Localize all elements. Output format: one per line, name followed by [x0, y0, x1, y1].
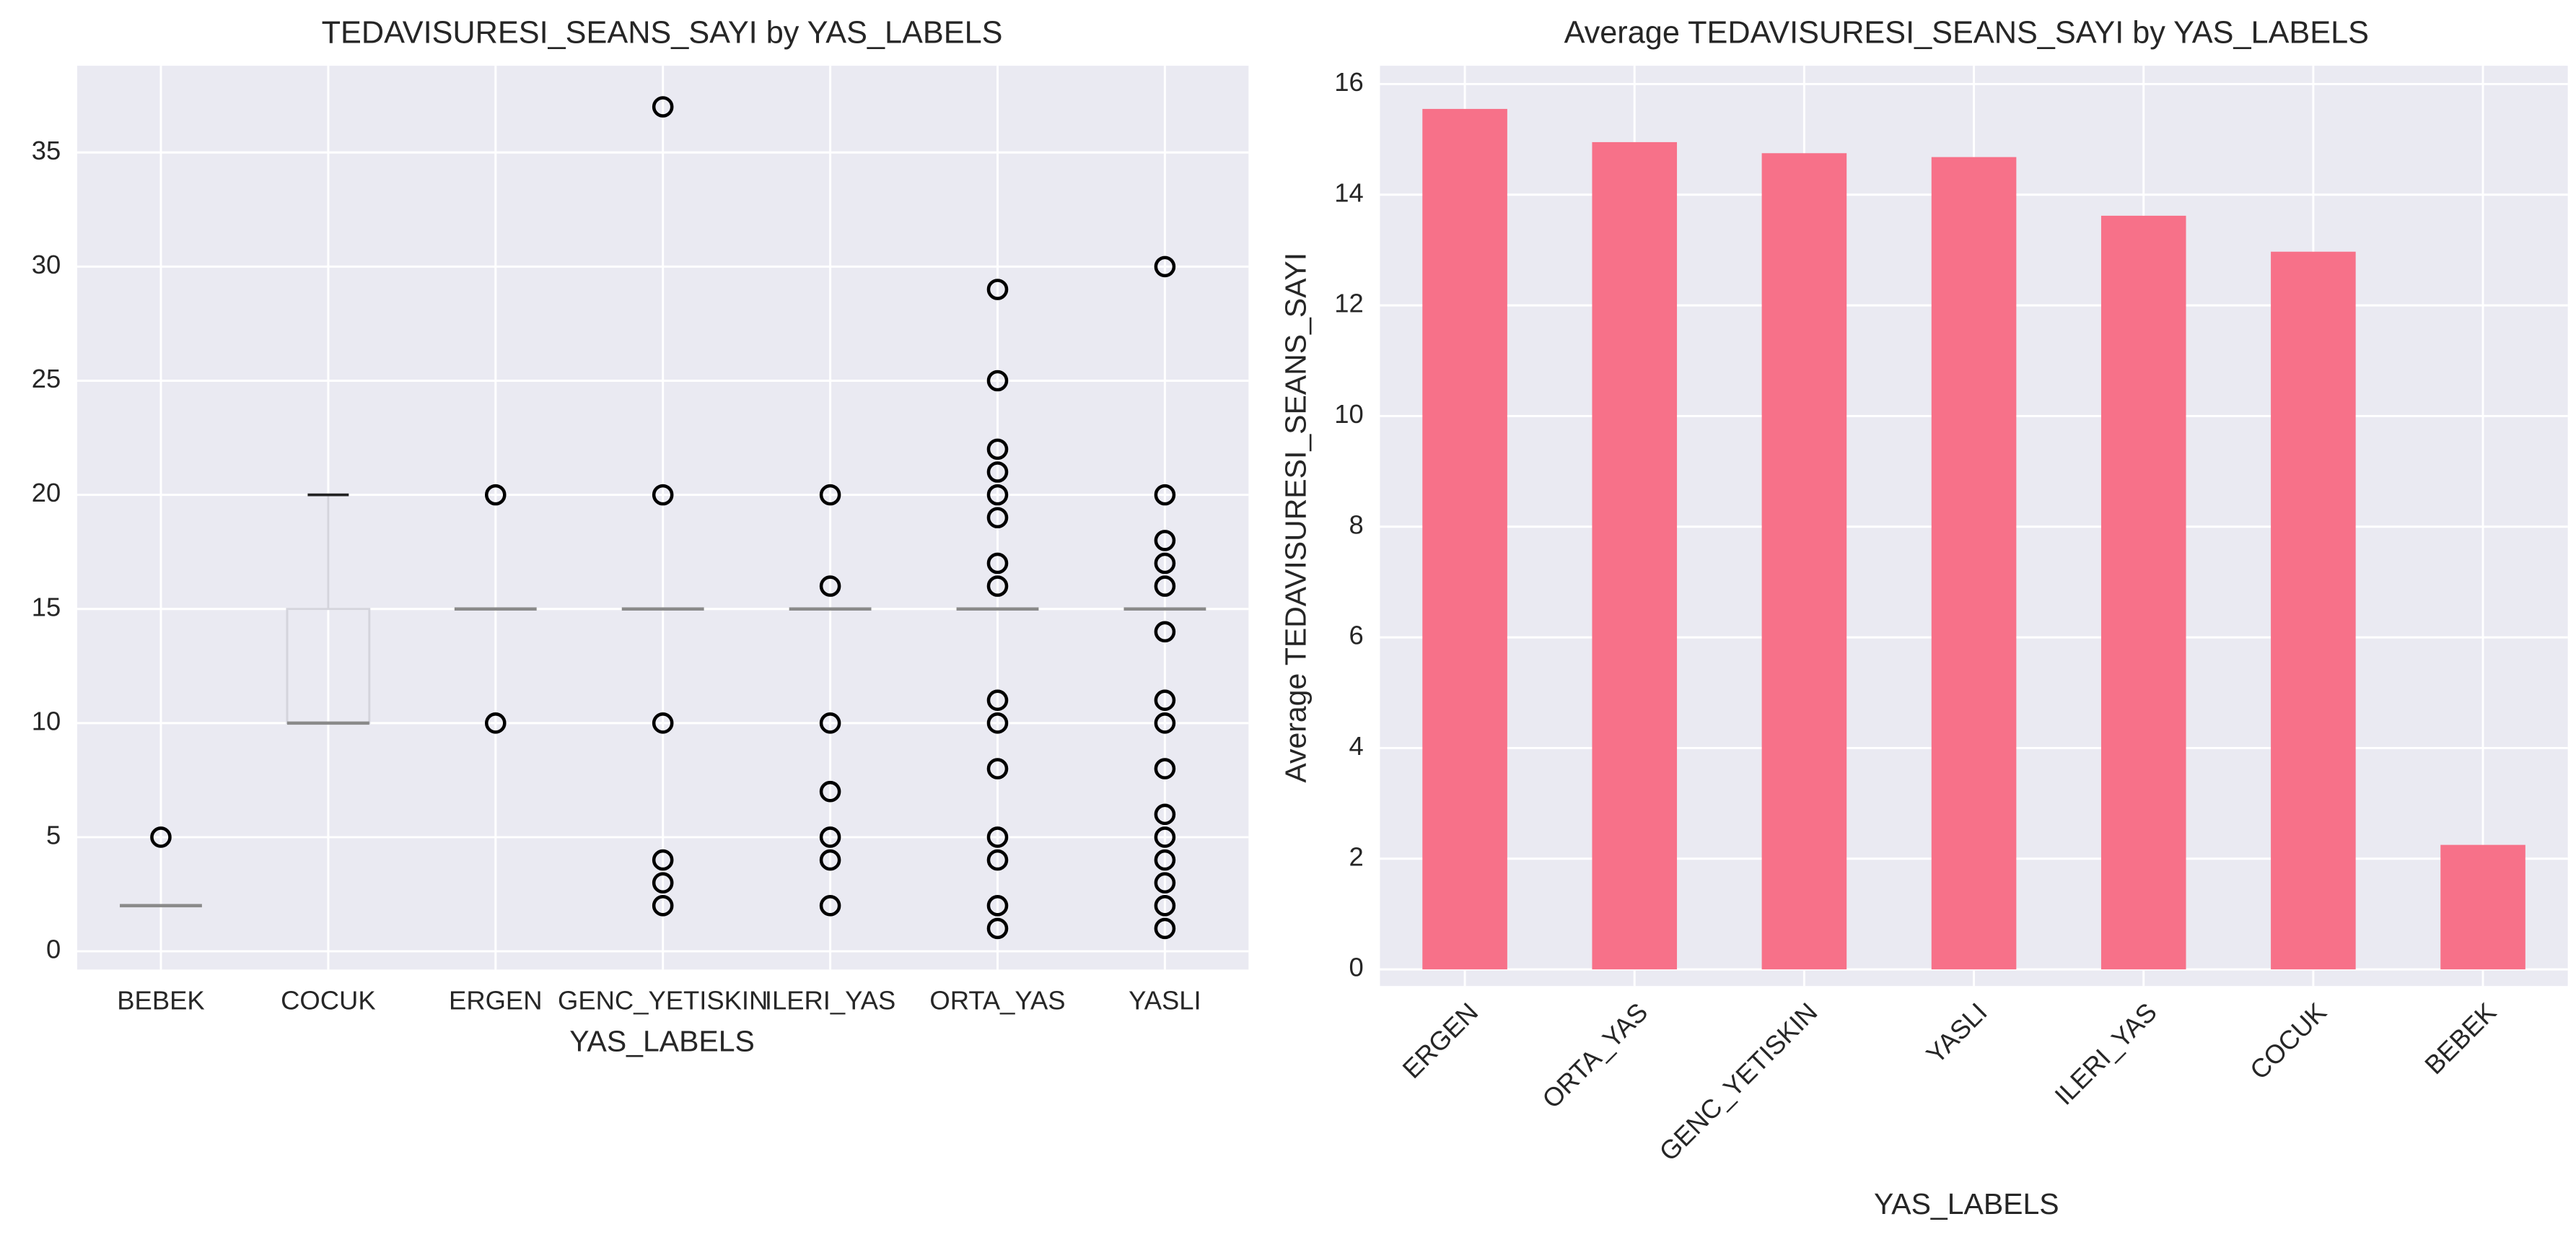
x-axis-label: YAS_LABELS [1874, 1187, 2059, 1220]
y-tick-label: 20 [32, 478, 61, 507]
x-tick-label: ILERI_YAS [765, 986, 895, 1015]
x-tick-label: BEBEK [2419, 997, 2502, 1080]
x-tick-label: YASLI [1129, 986, 1201, 1015]
outlier [819, 484, 841, 506]
x-tick-label: ORTA_YAS [929, 986, 1065, 1015]
y-tick-label: 35 [32, 136, 61, 165]
bar [2100, 215, 2186, 970]
y-tick-label: 4 [1349, 731, 1363, 761]
outlier [986, 849, 1009, 871]
outlier [652, 96, 674, 118]
outlier [986, 507, 1009, 529]
outlier [1154, 689, 1176, 712]
y-tick-label: 10 [32, 706, 61, 735]
outlier [986, 279, 1009, 300]
y-tick-label: 25 [32, 364, 61, 393]
x-tick-label: ERGEN [1397, 997, 1484, 1084]
outlier [150, 826, 172, 848]
outlier [1154, 255, 1176, 278]
x-tick-label: ERGEN [449, 986, 542, 1015]
bar [1761, 153, 1847, 970]
outlier [986, 712, 1009, 734]
x-tick-label: COCUK [281, 986, 375, 1015]
y-tick-label: 14 [1334, 178, 1364, 207]
outlier [986, 484, 1009, 506]
outlier [819, 849, 841, 871]
y-tick-label: 10 [1334, 399, 1364, 429]
outlier [986, 758, 1009, 779]
outlier [1154, 575, 1176, 597]
outlier [652, 849, 674, 871]
outlier [819, 575, 841, 597]
y-tick-label: 2 [1349, 842, 1363, 871]
x-tick-label: YASLI [1921, 997, 1993, 1069]
y-tick-label: 0 [46, 935, 61, 964]
outlier [1154, 621, 1176, 643]
outlier [986, 438, 1009, 460]
x-tick-label: GENC_YETISKIN [558, 986, 768, 1015]
outlier [986, 461, 1009, 483]
outlier [1154, 484, 1176, 506]
x-tick-label: GENC_YETISKIN [1654, 997, 1823, 1166]
outlier [986, 895, 1009, 917]
outlier [819, 780, 841, 803]
x-tick-label: COCUK [2244, 997, 2332, 1085]
outlier [819, 895, 841, 917]
outlier [986, 917, 1009, 940]
y-axis-label: Average TEDAVISURESI_SEANS_SAYI [1279, 253, 1312, 783]
x-axis-label: YAS_LABELS [569, 1025, 755, 1058]
outlier [1154, 712, 1176, 734]
outlier [652, 895, 674, 917]
outlier [1154, 849, 1176, 871]
y-tick-label: 5 [46, 821, 61, 850]
y-tick-label: 6 [1349, 621, 1363, 650]
bar [1422, 108, 1507, 970]
y-tick-label: 0 [1349, 953, 1363, 982]
outlier [484, 712, 507, 734]
y-tick-label: 16 [1334, 67, 1364, 97]
outlier [484, 484, 507, 506]
bar [2440, 844, 2525, 970]
outlier [1154, 803, 1176, 826]
outlier [1154, 530, 1176, 551]
x-tick-label: ILERI_YAS [2049, 997, 2163, 1110]
bar [1592, 141, 1678, 970]
outlier [1154, 552, 1176, 575]
outlier [1154, 895, 1176, 917]
outlier [1154, 872, 1176, 894]
bar [2271, 251, 2356, 970]
chart-title: TEDAVISURESI_SEANS_SAYI by YAS_LABELS [322, 15, 1003, 50]
outlier [1154, 917, 1176, 940]
outlier [652, 484, 674, 506]
x-tick-label: ORTA_YAS [1536, 997, 1653, 1114]
chart-title: Average TEDAVISURESI_SEANS_SAYI by YAS_L… [1564, 15, 2369, 50]
outlier [986, 689, 1009, 712]
y-tick-label: 15 [32, 592, 61, 621]
outlier [819, 826, 841, 848]
x-tick-label: BEBEK [117, 986, 204, 1015]
outlier [986, 826, 1009, 848]
outlier [652, 872, 674, 894]
outlier [1154, 758, 1176, 779]
y-tick-label: 30 [32, 250, 61, 279]
outlier [819, 712, 841, 734]
outlier [652, 712, 674, 734]
y-tick-label: 12 [1334, 289, 1364, 318]
outlier [1154, 826, 1176, 848]
y-tick-label: 8 [1349, 510, 1363, 539]
bar [1931, 157, 2017, 970]
outlier [986, 575, 1009, 597]
outlier [986, 370, 1009, 392]
outlier [986, 552, 1009, 575]
